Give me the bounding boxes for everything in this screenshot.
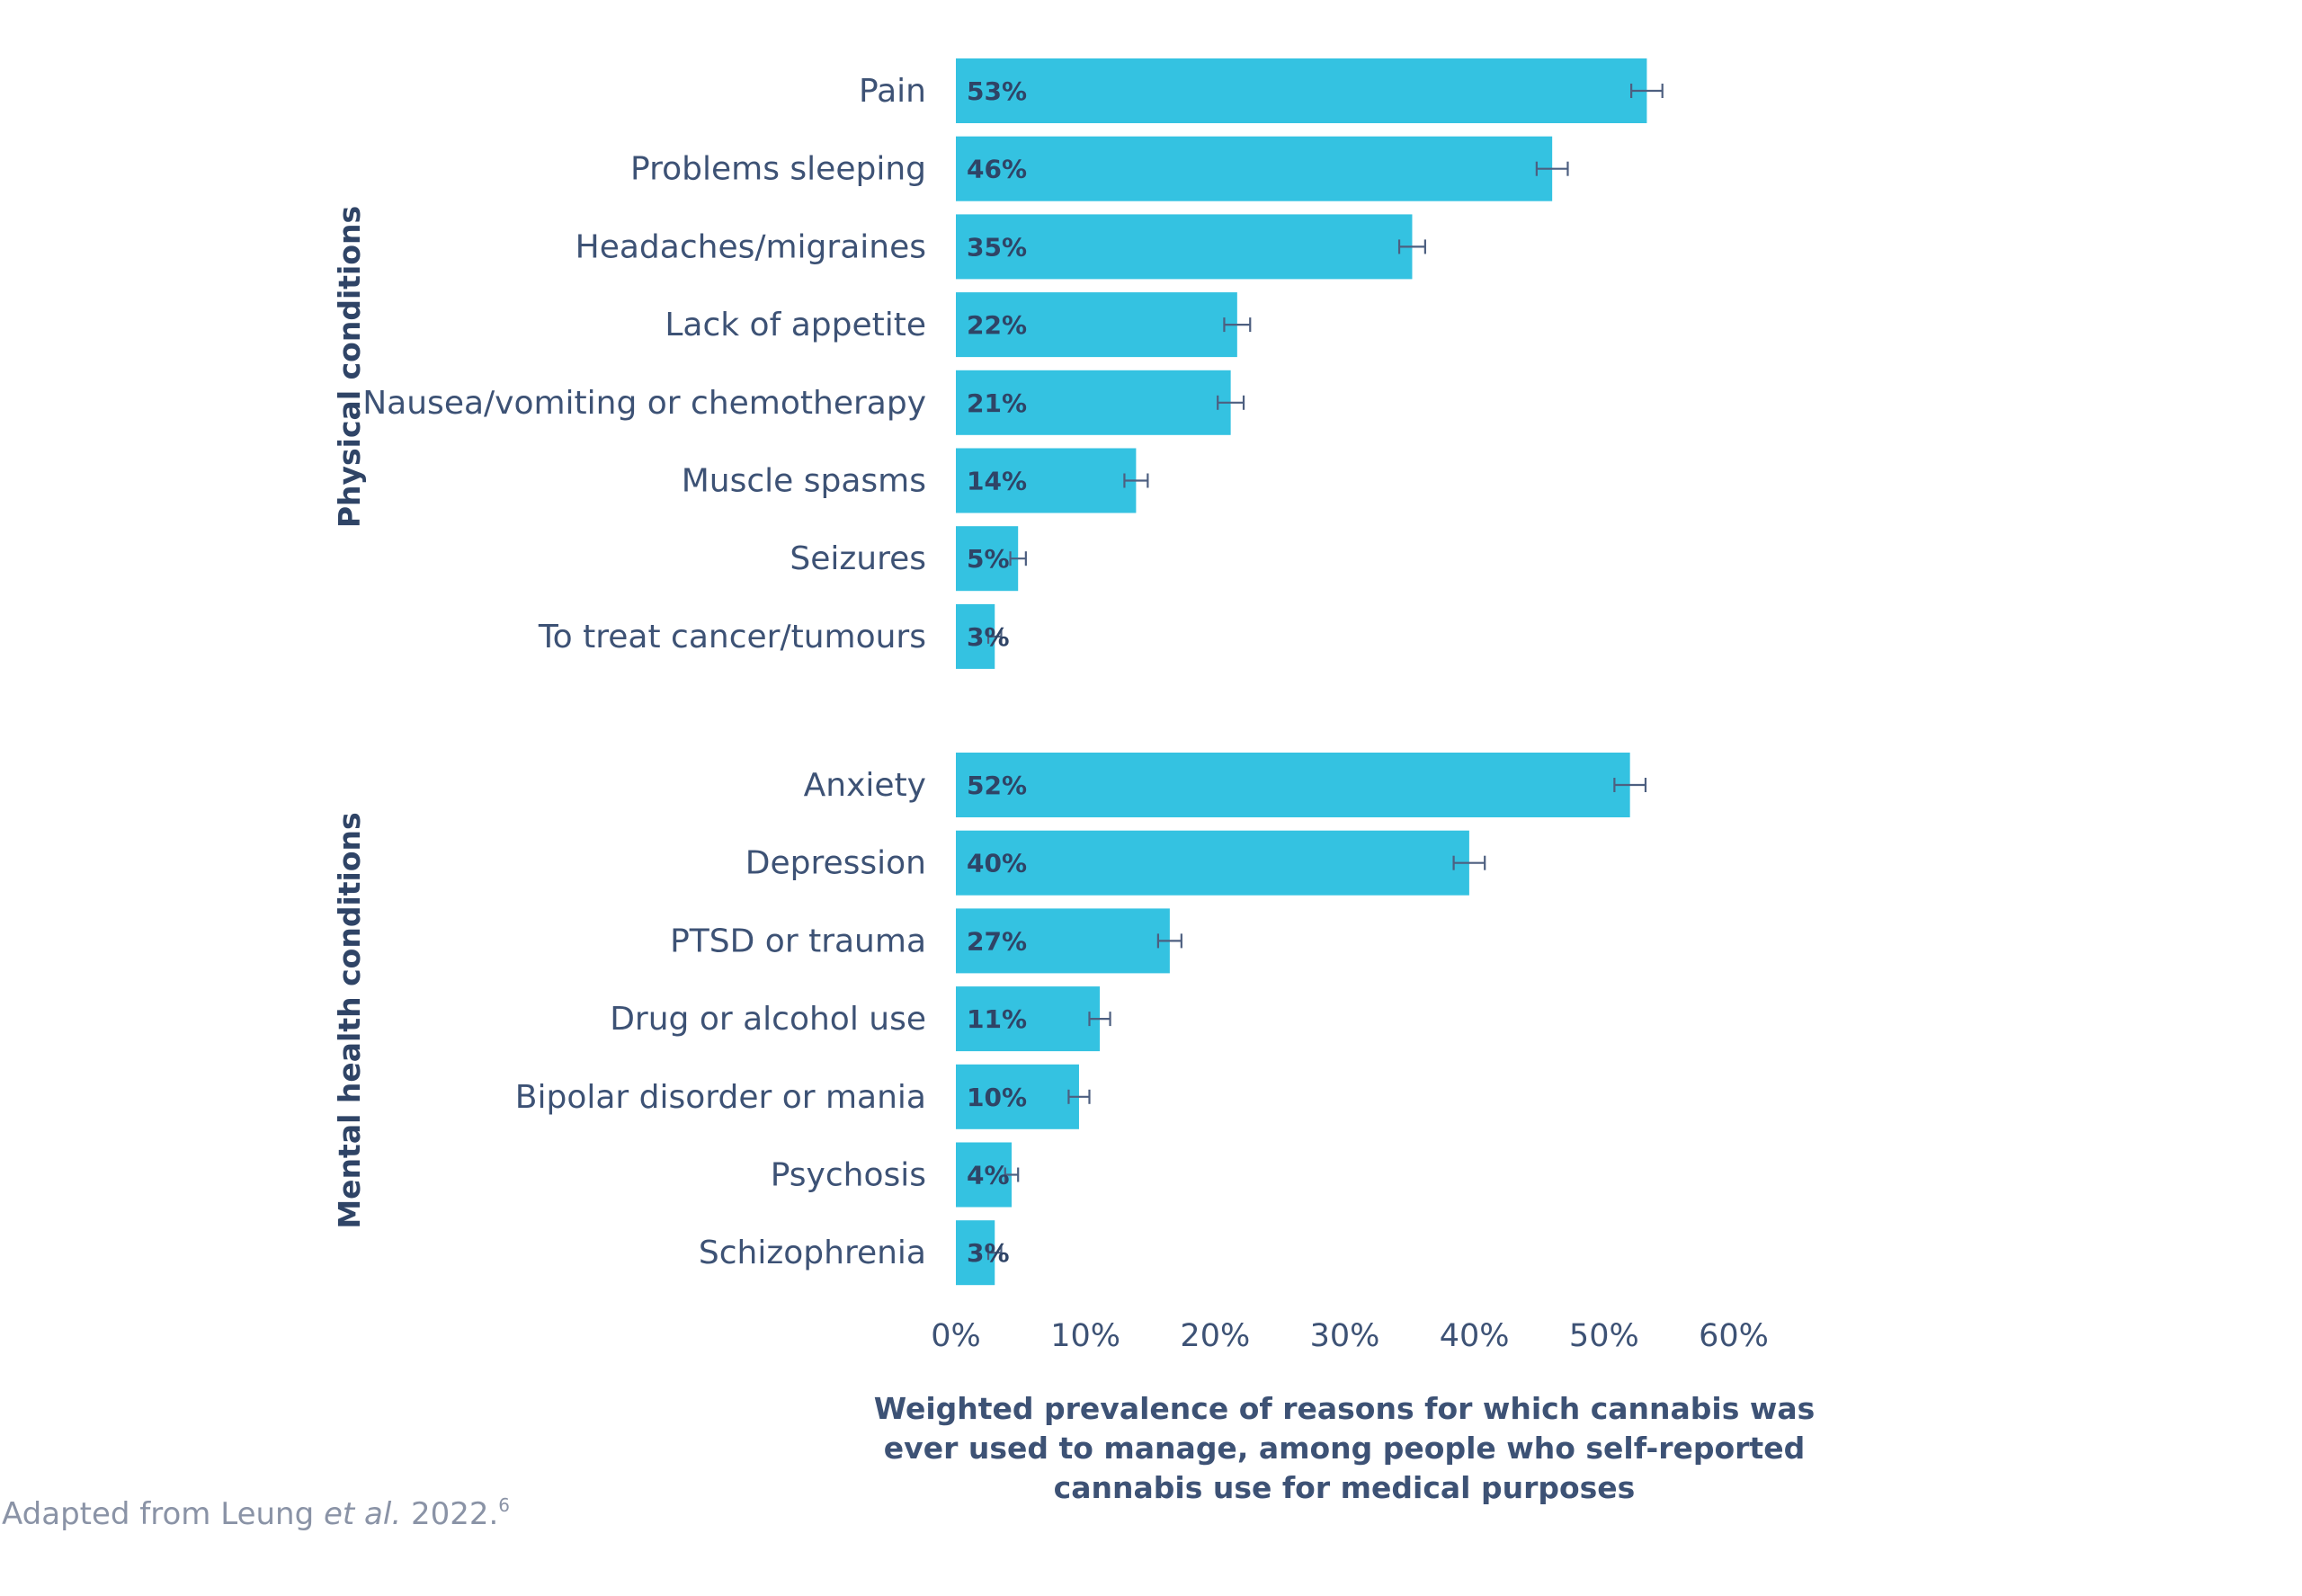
category-label: Nausea/vomiting or chemotherapy — [362, 385, 926, 422]
error-bar — [1397, 239, 1426, 254]
category-label: Bipolar disorder or mania — [515, 1079, 926, 1116]
labels-layer: Physical conditions 53% Pain 46% Problems sl… — [332, 73, 1027, 1271]
error-bar — [1156, 933, 1182, 949]
category-label: Lack of appetite — [665, 307, 926, 343]
x-tick-label: 50% — [1569, 1318, 1639, 1354]
category-label: Pain — [859, 73, 926, 110]
error-bar — [1004, 1167, 1020, 1182]
bar — [956, 986, 1101, 1052]
source-superscript: 6 — [498, 1494, 510, 1516]
x-tick-label: 20% — [1180, 1318, 1250, 1354]
category-label: Anxiety — [804, 767, 926, 804]
data-label: 4% — [967, 1161, 1010, 1190]
source-italic: et al. — [324, 1496, 401, 1532]
data-label: 14% — [967, 467, 1027, 496]
category-label: Depression — [745, 845, 926, 882]
error-bar — [1088, 1012, 1111, 1027]
x-tick-label: 40% — [1440, 1318, 1510, 1354]
data-label: 11% — [967, 1004, 1027, 1034]
bar — [956, 292, 1237, 358]
bar — [956, 58, 1647, 123]
category-label: PTSD or trauma — [670, 923, 926, 959]
data-label: 46% — [967, 155, 1027, 184]
error-bar — [1452, 855, 1486, 870]
bar — [956, 136, 1553, 201]
data-label: 40% — [967, 849, 1027, 878]
x-axis-title-line: cannabis use for medical purposes — [1054, 1470, 1636, 1505]
data-label: 21% — [967, 388, 1027, 418]
category-label: Problems sleeping — [630, 151, 926, 188]
source-prefix: Adapted from Leung — [2, 1496, 324, 1532]
data-label: 27% — [967, 926, 1027, 956]
error-bar — [1630, 84, 1664, 98]
data-label: 22% — [967, 310, 1027, 340]
data-label: 3% — [967, 622, 1010, 652]
error-bar — [1123, 473, 1149, 488]
data-label: 52% — [967, 771, 1027, 800]
category-label: Psychosis — [771, 1157, 926, 1194]
x-axis-title-line: Weighted prevalence of reasons for which… — [874, 1391, 1816, 1426]
source-suffix: 2022. — [401, 1496, 498, 1532]
category-label: Muscle spasms — [682, 463, 926, 500]
x-axis: 0% 10% 20% 30% 40% 50% 60% — [931, 1318, 1769, 1354]
bars-layer — [956, 58, 1664, 1286]
error-bar — [1009, 551, 1027, 566]
bar — [956, 830, 1469, 896]
category-label: Seizures — [790, 540, 926, 577]
bar — [956, 370, 1231, 435]
bar — [956, 753, 1630, 817]
category-label: Drug or alcohol use — [610, 1001, 926, 1038]
error-bar — [986, 629, 1003, 644]
error-bar — [1223, 317, 1252, 333]
error-bar — [1067, 1089, 1091, 1104]
data-label: 5% — [967, 544, 1010, 574]
category-label: Schizophrenia — [699, 1235, 926, 1271]
bar — [956, 448, 1137, 513]
bar — [956, 214, 1413, 280]
error-bar — [1217, 395, 1245, 410]
bar — [956, 1064, 1079, 1129]
x-tick-label: 0% — [931, 1318, 981, 1354]
source-citation: Adapted from Leung et al. 2022.6 — [2, 1494, 510, 1532]
data-label: 10% — [967, 1083, 1027, 1112]
data-label: 35% — [967, 232, 1027, 262]
x-axis-title: Weighted prevalence of reasons for which… — [874, 1391, 1816, 1505]
x-tick-label: 30% — [1310, 1318, 1380, 1354]
category-label: To treat cancer/tumours — [538, 619, 926, 655]
bar — [956, 908, 1170, 974]
x-axis-title-line: ever used to manage, among people who se… — [884, 1431, 1805, 1466]
error-bar — [1613, 778, 1647, 792]
x-tick-label: 10% — [1050, 1318, 1120, 1354]
category-label: Headaches/migraines — [576, 228, 926, 265]
bar — [956, 526, 1019, 592]
data-label: 3% — [967, 1238, 1010, 1268]
group-label: Physical conditions — [332, 206, 367, 528]
group-label: Mental health conditions — [332, 812, 367, 1228]
data-label: 53% — [967, 76, 1027, 106]
bar — [956, 1142, 1012, 1208]
error-bar — [986, 1245, 1003, 1261]
error-bar — [1535, 161, 1569, 176]
x-tick-label: 60% — [1699, 1318, 1769, 1354]
